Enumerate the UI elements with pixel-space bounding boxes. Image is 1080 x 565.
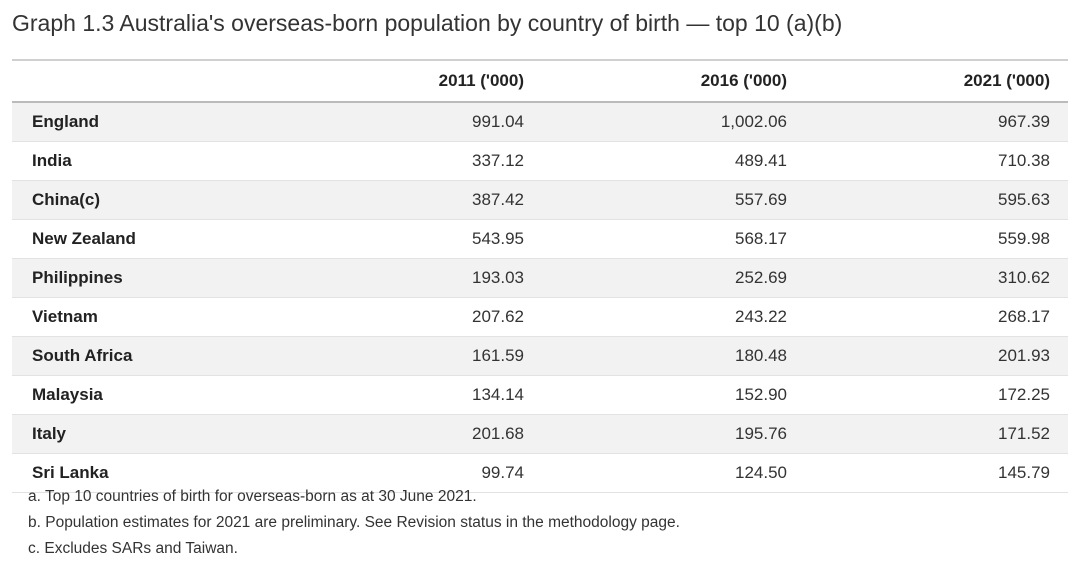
footnotes: a. Top 10 countries of birth for oversea… (28, 484, 680, 562)
value-cell: 172.25 (807, 375, 1068, 415)
footnote: c. Excludes SARs and Taiwan. (28, 540, 238, 557)
value-cell: 967.39 (807, 102, 1068, 142)
value-cell: 145.79 (807, 453, 1068, 493)
value-cell: 268.17 (807, 297, 1068, 337)
country-cell: India (12, 141, 330, 181)
country-cell: Sri Lanka (12, 453, 330, 493)
table-row: South Africa 161.59 180.48 201.93 (12, 336, 1068, 376)
value-cell: 252.69 (544, 258, 807, 298)
country-cell: England (12, 102, 330, 142)
value-cell: 152.90 (544, 375, 807, 415)
table-row: Italy 201.68 195.76 171.52 (12, 414, 1068, 454)
value-cell: 310.62 (807, 258, 1068, 298)
country-cell: Philippines (12, 258, 330, 298)
value-cell: 180.48 (544, 336, 807, 376)
country-cell: New Zealand (12, 219, 330, 259)
value-cell: 171.52 (807, 414, 1068, 454)
header-row: 2011 ('000) 2016 ('000) 2021 ('000) (12, 59, 1068, 103)
table-row: New Zealand 543.95 568.17 559.98 (12, 219, 1068, 259)
table-row: England 991.04 1,002.06 967.39 (12, 102, 1068, 142)
table-body: England 991.04 1,002.06 967.39 India 337.12 48… (12, 102, 1068, 493)
country-cell: China(c) (12, 180, 330, 220)
value-cell: 161.59 (330, 336, 544, 376)
table-row: Philippines 193.03 252.69 310.62 (12, 258, 1068, 298)
value-cell: 991.04 (330, 102, 544, 142)
column-header: 2016 ('000) (544, 59, 807, 103)
value-cell: 710.38 (807, 141, 1068, 181)
country-cell: Italy (12, 414, 330, 454)
value-cell: 124.50 (544, 453, 807, 493)
country-cell: Malaysia (12, 375, 330, 415)
value-cell: 207.62 (330, 297, 544, 337)
value-cell: 1,002.06 (544, 102, 807, 142)
value-cell: 337.12 (330, 141, 544, 181)
column-header: 2011 ('000) (330, 59, 544, 103)
value-cell: 193.03 (330, 258, 544, 298)
table-row: Malaysia 134.14 152.90 172.25 (12, 375, 1068, 415)
table-row: India 337.12 489.41 710.38 (12, 141, 1068, 181)
table-row: Vietnam 207.62 243.22 268.17 (12, 297, 1068, 337)
value-cell: 489.41 (544, 141, 807, 181)
value-cell: 134.14 (330, 375, 544, 415)
value-cell: 243.22 (544, 297, 807, 337)
value-cell: 99.74 (330, 453, 544, 493)
value-cell: 201.68 (330, 414, 544, 454)
footnote: b. Population estimates for 2021 are pre… (28, 514, 680, 531)
data-table: 2011 ('000) 2016 ('000) 2021 ('000) Englan… (12, 59, 1068, 493)
value-cell: 568.17 (544, 219, 807, 259)
value-cell: 595.63 (807, 180, 1068, 220)
title: Graph 1.3 Australia's overseas-born popu… (12, 10, 843, 36)
country-cell: Vietnam (12, 297, 330, 337)
value-cell: 543.95 (330, 219, 544, 259)
table-row: China(c) 387.42 557.69 595.63 (12, 180, 1068, 220)
value-cell: 387.42 (330, 180, 544, 220)
footnote: a. Top 10 countries of birth for oversea… (28, 488, 477, 505)
value-cell: 201.93 (807, 336, 1068, 376)
table-row: Sri Lanka 99.74 124.50 145.79 (12, 453, 1068, 493)
country-cell: South Africa (12, 336, 330, 376)
value-cell: 195.76 (544, 414, 807, 454)
column-header (12, 59, 330, 103)
value-cell: 559.98 (807, 219, 1068, 259)
value-cell: 557.69 (544, 180, 807, 220)
column-header: 2021 ('000) (807, 59, 1068, 103)
